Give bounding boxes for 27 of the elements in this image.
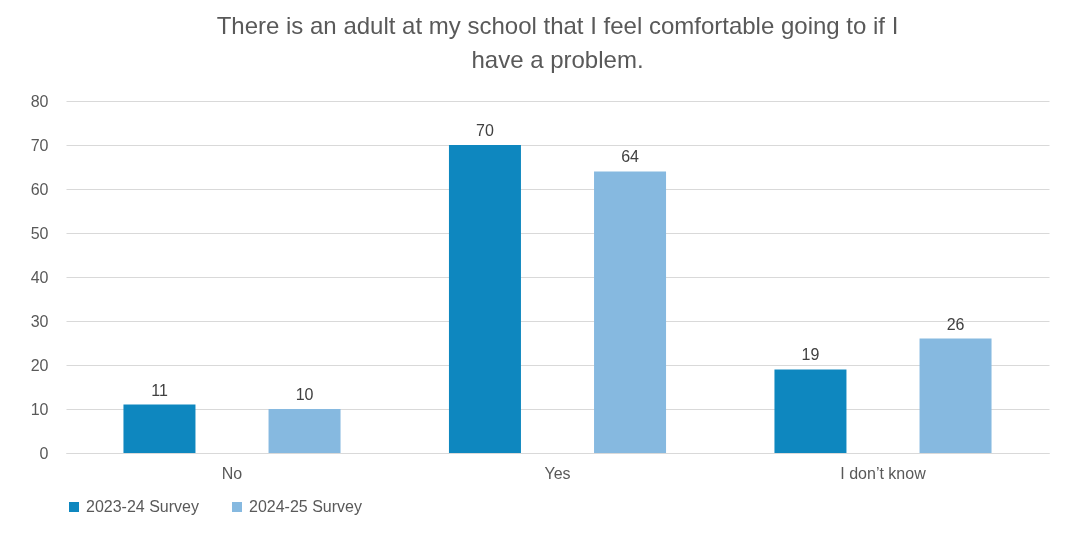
bar xyxy=(919,338,992,453)
bar xyxy=(448,145,521,453)
chart-title: There is an adult at my school that I feel comfortable going to if I have a problem. xyxy=(216,12,899,73)
y-tick-label: 50 xyxy=(30,224,49,242)
y-tick-label: 60 xyxy=(30,180,49,198)
y-tick-label: 0 xyxy=(39,444,49,462)
data-label: 11 xyxy=(151,381,168,399)
legend-label: 2024-25 Survey xyxy=(249,498,362,515)
bar xyxy=(123,404,196,453)
x-tick-label: No xyxy=(221,464,243,482)
x-tick-label: I don’t know xyxy=(840,464,927,482)
bar xyxy=(268,409,341,453)
data-label: 64 xyxy=(621,148,640,166)
data-label: 19 xyxy=(801,346,820,364)
bar xyxy=(594,171,667,453)
y-tick-label: 40 xyxy=(30,268,49,286)
data-label: 70 xyxy=(476,122,494,139)
y-tick-label: 80 xyxy=(30,92,49,110)
bar xyxy=(774,369,847,453)
y-tick-label: 10 xyxy=(30,400,49,418)
y-tick-label: 70 xyxy=(30,136,49,154)
legend-label: 2023-24 Survey xyxy=(86,498,199,515)
x-tick-label: Yes xyxy=(544,464,571,482)
y-tick-label: 20 xyxy=(30,356,49,374)
data-label: 26 xyxy=(946,315,965,333)
y-tick-label: 30 xyxy=(30,312,49,330)
data-label: 10 xyxy=(295,386,314,403)
